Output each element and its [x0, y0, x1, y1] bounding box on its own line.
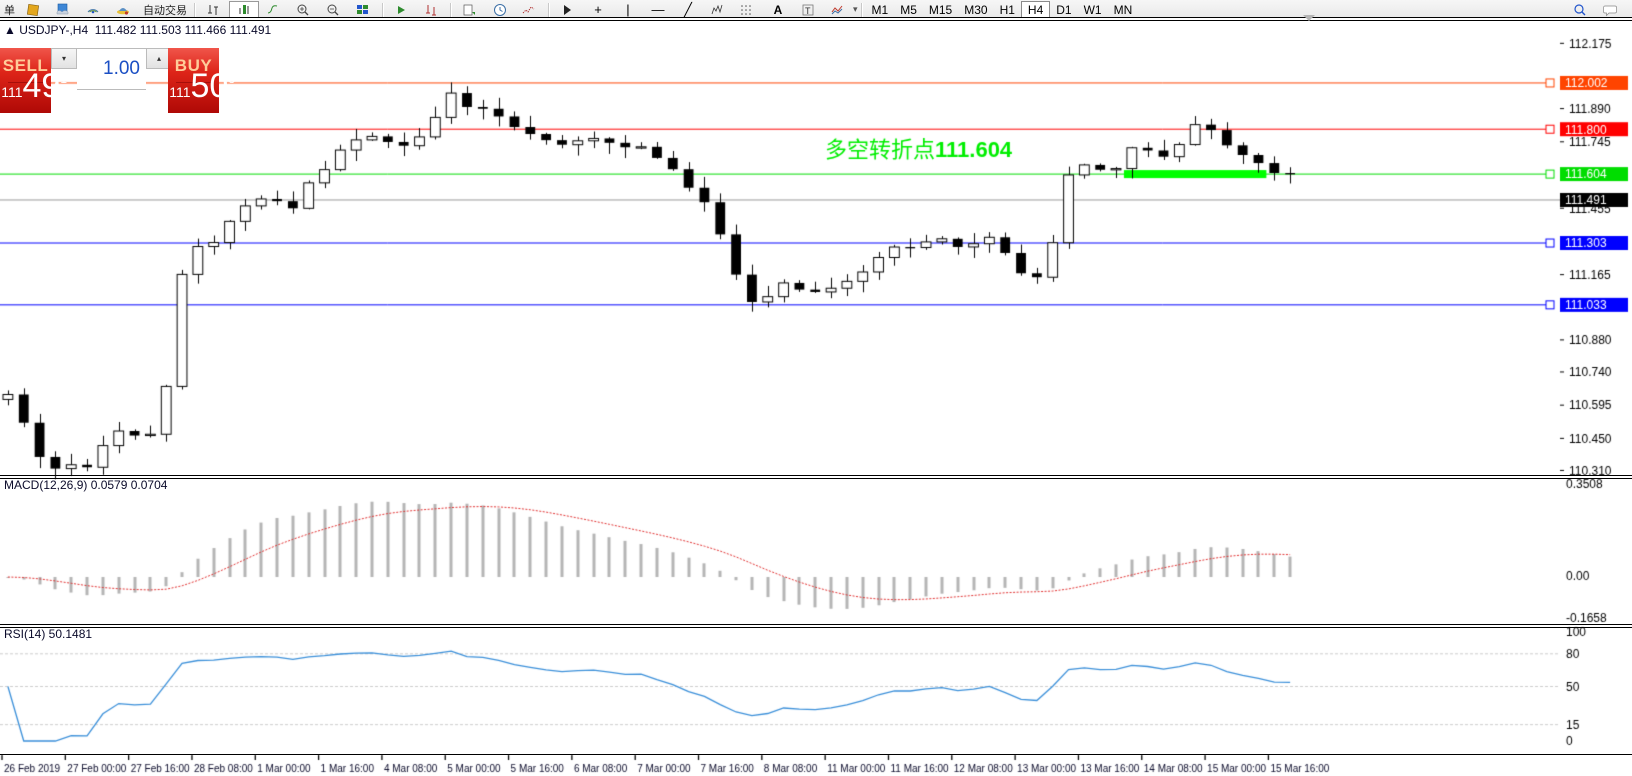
svg-text:T: T	[805, 6, 811, 16]
